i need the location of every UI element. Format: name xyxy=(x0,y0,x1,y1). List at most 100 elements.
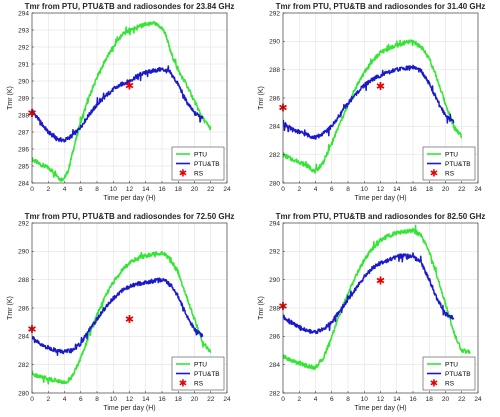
series-line-ptu xyxy=(283,39,463,174)
rs-data-point: ✱ xyxy=(376,80,385,93)
series-line-ptu-tb xyxy=(283,252,455,334)
x-tick-label: 24 xyxy=(474,186,482,193)
chart-title: Tmr from PTU, PTU&TB and radiosondes for… xyxy=(276,2,486,11)
y-tick-label: 294 xyxy=(269,220,280,227)
series-line-ptu-tb xyxy=(32,65,204,143)
x-tick-label: 0 xyxy=(30,186,34,193)
y-tick-label: 290 xyxy=(18,249,29,256)
y-tick-label: 291 xyxy=(18,61,29,68)
y-axis-label: Tmr (K) xyxy=(7,296,14,320)
x-tick-label: 16 xyxy=(409,396,417,403)
x-tick-label: 18 xyxy=(175,396,183,403)
x-tick-label: 14 xyxy=(393,396,401,403)
x-tick-label: 14 xyxy=(142,186,150,193)
x-axis-label: Time per day (H) xyxy=(354,405,406,412)
y-tick-label: 282 xyxy=(269,390,280,397)
legend: PTU PTU&TB ✱ RS xyxy=(171,146,225,181)
series-group xyxy=(32,250,212,385)
x-tick-label: 20 xyxy=(191,396,199,403)
y-tick-label: 288 xyxy=(18,277,29,284)
legend-label: RS xyxy=(445,380,455,387)
y-tick-label: 293 xyxy=(18,27,29,34)
x-tick-label: 22 xyxy=(207,396,215,403)
x-tick-label: 10 xyxy=(361,396,369,403)
x-tick-label: 16 xyxy=(158,396,166,403)
y-axis-label: Tmr (K) xyxy=(7,86,14,110)
legend-swatch: ✱ xyxy=(430,379,438,390)
y-tick-label: 286 xyxy=(18,146,29,153)
y-tick-label: 282 xyxy=(18,362,29,369)
chart-title: Tmr from PTU, PTU&TB and radiosondes for… xyxy=(25,212,235,221)
legend-swatch: ✱ xyxy=(430,169,438,180)
x-tick-label: 4 xyxy=(63,186,67,193)
x-tick-label: 0 xyxy=(281,396,285,403)
x-tick-label: 2 xyxy=(46,396,50,403)
y-tick-label: 292 xyxy=(18,44,29,51)
legend-label: PTU&TB xyxy=(194,371,220,378)
y-tick-label: 290 xyxy=(18,78,29,85)
x-tick-label: 6 xyxy=(79,396,83,403)
x-tick-label: 6 xyxy=(79,186,83,193)
x-tick-label: 8 xyxy=(346,186,350,193)
y-tick-label: 290 xyxy=(269,277,280,284)
x-tick-label: 24 xyxy=(223,396,231,403)
x-axis-label: Time per day (H) xyxy=(103,405,155,412)
x-tick-label: 20 xyxy=(442,186,450,193)
x-tick-label: 4 xyxy=(314,396,318,403)
x-tick-label: 10 xyxy=(110,396,118,403)
series-group xyxy=(283,39,463,174)
y-axis-label: Tmr (K) xyxy=(258,296,265,320)
x-tick-label: 20 xyxy=(191,186,199,193)
series-group xyxy=(283,224,471,370)
legend: PTU PTU&TB ✱ RS xyxy=(422,356,476,391)
legend: PTU PTU&TB ✱ RS xyxy=(171,356,225,391)
y-tick-label: 284 xyxy=(18,180,29,187)
y-tick-label: 292 xyxy=(269,249,280,256)
chart-title: Tmr from PTU, PTU&TB and radiosondes for… xyxy=(25,2,235,11)
legend-label: PTU xyxy=(445,361,458,368)
legend-label: RS xyxy=(194,380,204,387)
rs-data-point: ✱ xyxy=(125,313,134,326)
legend-label: RS xyxy=(194,170,204,177)
x-tick-label: 10 xyxy=(110,186,118,193)
x-tick-label: 8 xyxy=(346,396,350,403)
series-line-ptu xyxy=(32,20,212,182)
x-tick-label: 24 xyxy=(474,396,482,403)
series-line-ptu xyxy=(283,224,471,370)
chart-panel-3: ✱✱0 2 4 6 8 10 12 14 16 18 20 22 2428028228428628829… xyxy=(7,212,234,412)
y-tick-label: 288 xyxy=(269,67,280,74)
x-tick-label: 6 xyxy=(330,186,334,193)
y-tick-label: 292 xyxy=(269,10,280,17)
x-tick-label: 18 xyxy=(426,186,434,193)
x-tick-label: 14 xyxy=(393,186,401,193)
y-tick-label: 284 xyxy=(18,334,29,341)
y-tick-label: 287 xyxy=(18,129,29,136)
y-tick-label: 290 xyxy=(269,39,280,46)
y-tick-label: 286 xyxy=(269,95,280,102)
x-tick-label: 22 xyxy=(458,396,466,403)
legend-label: PTU xyxy=(445,151,458,158)
y-tick-label: 288 xyxy=(269,305,280,312)
x-tick-label: 12 xyxy=(126,396,134,403)
x-tick-label: 10 xyxy=(361,186,369,193)
legend-label: PTU&TB xyxy=(445,161,471,168)
legend-label: PTU&TB xyxy=(194,161,220,168)
rs-data-point: ✱ xyxy=(376,275,385,288)
legend-swatch: ✱ xyxy=(179,379,187,390)
x-tick-label: 4 xyxy=(314,186,318,193)
x-tick-label: 12 xyxy=(377,396,385,403)
legend-label: RS xyxy=(445,170,455,177)
x-tick-label: 8 xyxy=(95,186,99,193)
series-line-ptu xyxy=(32,250,212,385)
chart-panel-2: ✱✱0 2 4 6 8 10 12 14 16 18 20 22 2428028228428628829… xyxy=(258,2,485,202)
rs-data-point: ✱ xyxy=(125,80,134,93)
y-tick-label: 282 xyxy=(269,152,280,159)
x-tick-label: 22 xyxy=(207,186,215,193)
x-tick-label: 6 xyxy=(330,396,334,403)
x-tick-label: 16 xyxy=(158,186,166,193)
series-line-ptu-tb xyxy=(283,64,455,140)
chart-title: Tmr from PTU, PTU&TB and radiosondes for… xyxy=(276,212,486,221)
x-tick-label: 4 xyxy=(63,396,67,403)
